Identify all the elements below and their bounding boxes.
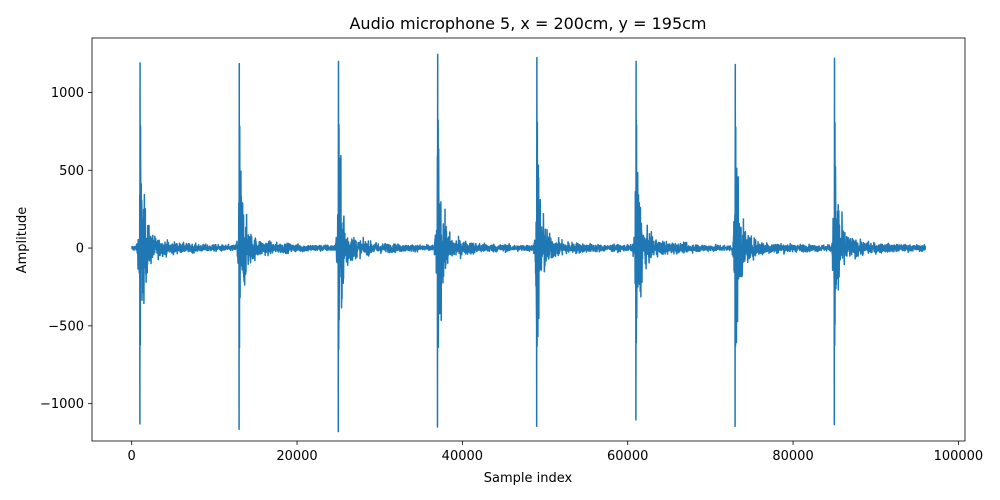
x-tick-label: 100000 [934,449,984,464]
x-tick-label: 80000 [772,449,813,464]
y-tick-label: −500 [48,319,84,334]
y-axis: −1000 −500 0 500 1000 [40,86,92,412]
y-tick-label: 0 [76,242,84,257]
chart-title: Audio microphone 5, x = 200cm, y = 195cm [349,14,706,33]
y-tick-label: −1000 [40,397,84,412]
waveform-layer [130,53,927,433]
x-tick-label: 60000 [607,449,648,464]
plot-frame [91,37,966,442]
series-line [130,53,927,433]
x-axis-label: Sample index [484,471,573,486]
x-axis: 0 20000 40000 60000 80000 100000 [128,441,984,464]
x-tick-label: 0 [128,449,136,464]
y-axis-label: Amplitude [15,207,30,274]
x-tick-label: 20000 [276,449,317,464]
x-tick-label: 40000 [442,449,483,464]
plot-area [92,38,965,441]
y-tick-label: 1000 [51,86,84,101]
y-tick-label: 500 [59,164,84,179]
